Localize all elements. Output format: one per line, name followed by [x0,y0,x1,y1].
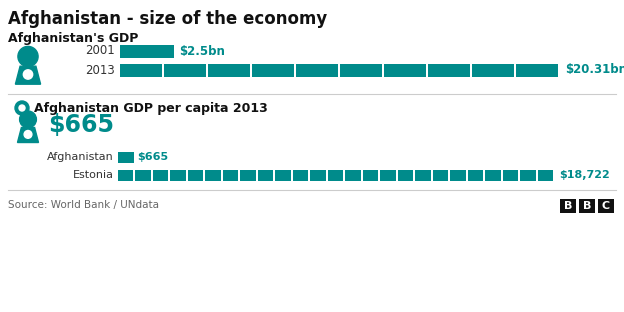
FancyBboxPatch shape [296,64,338,76]
Circle shape [24,130,32,138]
FancyBboxPatch shape [502,169,518,181]
Text: $20.31bn: $20.31bn [565,64,624,76]
Text: Afghanistan: Afghanistan [47,152,114,162]
FancyBboxPatch shape [415,169,431,181]
Polygon shape [17,128,39,143]
Text: Estonia: Estonia [73,170,114,180]
Text: Afghanistan's GDP: Afghanistan's GDP [8,32,139,45]
FancyBboxPatch shape [252,64,294,76]
Text: B: B [583,201,591,211]
Text: Source: World Bank / UNdata: Source: World Bank / UNdata [8,200,159,210]
FancyBboxPatch shape [380,169,396,181]
FancyBboxPatch shape [328,169,343,181]
Text: B: B [564,201,572,211]
Text: $18,722: $18,722 [559,170,610,180]
FancyBboxPatch shape [240,169,256,181]
FancyBboxPatch shape [170,169,186,181]
Circle shape [19,111,36,128]
FancyBboxPatch shape [363,169,378,181]
Circle shape [19,105,25,111]
FancyBboxPatch shape [223,169,238,181]
Text: C: C [602,201,610,211]
FancyBboxPatch shape [472,64,514,76]
FancyBboxPatch shape [188,169,203,181]
FancyBboxPatch shape [118,169,134,181]
FancyBboxPatch shape [293,169,308,181]
Circle shape [15,101,29,115]
FancyBboxPatch shape [579,199,595,213]
FancyBboxPatch shape [450,169,466,181]
FancyBboxPatch shape [384,64,426,76]
FancyBboxPatch shape [340,64,382,76]
Text: Afghanistan - size of the economy: Afghanistan - size of the economy [8,10,327,28]
Text: 2001: 2001 [85,45,115,57]
FancyBboxPatch shape [397,169,413,181]
Text: 2013: 2013 [85,64,115,76]
Text: $665: $665 [48,113,114,137]
FancyBboxPatch shape [428,64,470,76]
Text: Afghanistan GDP per capita 2013: Afghanistan GDP per capita 2013 [34,102,268,115]
FancyBboxPatch shape [520,169,535,181]
FancyBboxPatch shape [135,169,151,181]
Text: $665: $665 [137,152,168,162]
FancyBboxPatch shape [164,64,206,76]
FancyBboxPatch shape [275,169,291,181]
Text: $2.5bn: $2.5bn [179,45,225,57]
FancyBboxPatch shape [208,64,250,76]
FancyBboxPatch shape [467,169,483,181]
FancyBboxPatch shape [560,199,576,213]
FancyBboxPatch shape [205,169,221,181]
FancyBboxPatch shape [345,169,361,181]
FancyBboxPatch shape [537,169,553,181]
Circle shape [18,46,38,66]
FancyBboxPatch shape [120,64,162,76]
Polygon shape [16,66,41,84]
Circle shape [23,70,32,79]
FancyBboxPatch shape [153,169,168,181]
FancyBboxPatch shape [310,169,326,181]
FancyBboxPatch shape [485,169,500,181]
FancyBboxPatch shape [118,152,134,163]
FancyBboxPatch shape [258,169,273,181]
FancyBboxPatch shape [516,64,558,76]
FancyBboxPatch shape [432,169,448,181]
FancyBboxPatch shape [120,45,174,57]
FancyBboxPatch shape [598,199,614,213]
